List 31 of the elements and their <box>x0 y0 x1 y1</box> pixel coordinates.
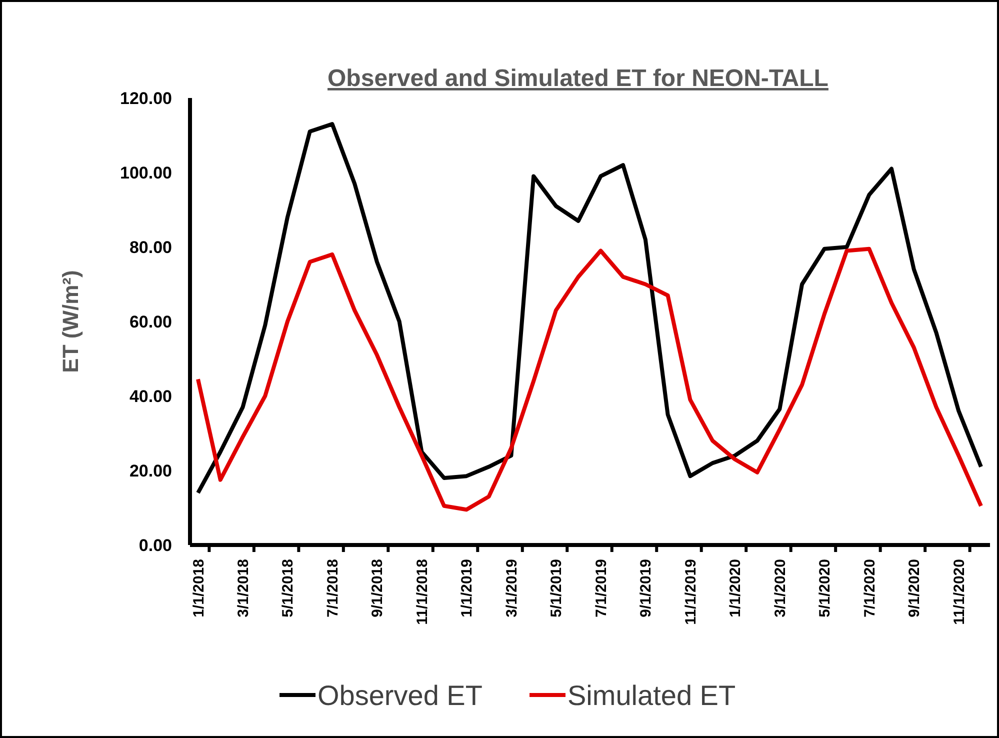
line-series <box>196 246 983 512</box>
x-tick-label: 7/1/2019 <box>592 559 610 618</box>
y-tick-label: 100.00 <box>120 163 172 182</box>
x-tick-label: 5/1/2018 <box>280 559 297 618</box>
y-tick-label: 80.00 <box>129 238 172 257</box>
legend-label: Observed ET <box>318 680 482 711</box>
x-tick-label: 1/1/2018 <box>190 559 208 618</box>
line-series <box>196 122 983 495</box>
y-tick-label: 120.00 <box>120 88 172 108</box>
y-axis-title: ET (W/m²) <box>58 270 83 373</box>
x-tick-label: 5/1/2020 <box>816 559 834 618</box>
x-tick-label: 3/1/2018 <box>234 559 252 618</box>
chart-title: Observed and Simulated ET for NEON-TALL <box>328 65 828 92</box>
x-tick-label: 11/1/2018 <box>414 559 431 625</box>
x-tick-label: 9/1/2020 <box>906 559 924 618</box>
y-tick-label: 20.00 <box>129 461 172 480</box>
x-tick-label: 9/1/2019 <box>638 559 655 618</box>
x-tick-label: 3/1/2020 <box>772 559 789 618</box>
x-tick-label: 7/1/2020 <box>861 559 878 618</box>
y-tick-label: 0.00 <box>138 536 172 555</box>
x-tick-label: 7/1/2018 <box>324 559 342 618</box>
x-tick-label: 9/1/2018 <box>369 559 386 618</box>
x-tick-label: 11/1/2019 <box>682 559 700 625</box>
legend-label: Simulated ET <box>568 680 736 711</box>
x-tick-label: 11/1/2020 <box>950 559 968 625</box>
x-tick-label: 5/1/2019 <box>548 559 566 618</box>
x-tick-label: 3/1/2019 <box>503 559 520 618</box>
x-tick-label: 1/1/2020 <box>727 559 744 618</box>
y-tick-label: 60.00 <box>129 312 172 332</box>
x-tick-label: 1/1/2019 <box>458 559 476 618</box>
y-tick-label: 40.00 <box>129 386 172 406</box>
